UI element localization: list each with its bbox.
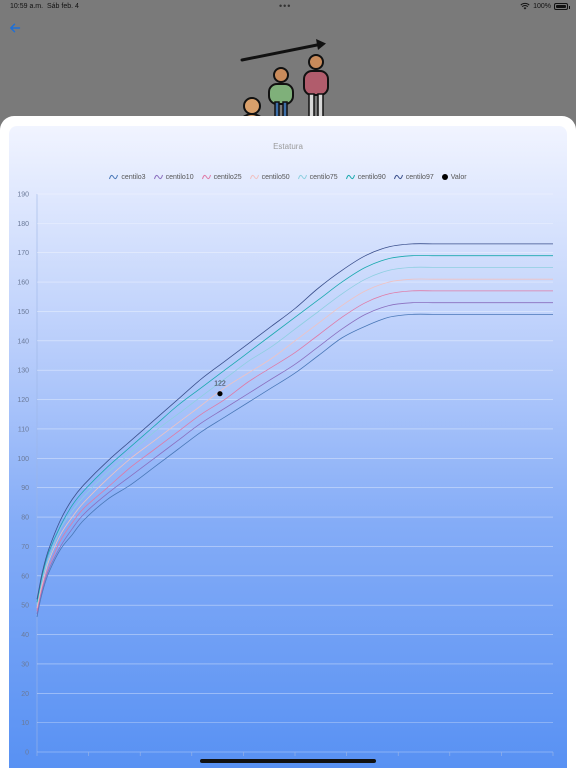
y-tick-label-16: 160 — [17, 280, 29, 287]
y-tick-label-4: 40 — [21, 632, 29, 639]
y-tick-label-10: 100 — [17, 456, 29, 463]
series-line-centilo25 — [36, 290, 553, 612]
y-tick-label-14: 140 — [17, 338, 29, 345]
y-tick-label-2: 20 — [21, 691, 29, 698]
battery-percent: 100% — [533, 2, 551, 10]
legend-item-valor[interactable]: Valor — [441, 173, 467, 181]
y-tick-label-13: 130 — [17, 368, 29, 375]
line-series-icon — [345, 174, 355, 180]
legend-item-centilo3[interactable]: centilo3 — [109, 173, 146, 181]
children-growth-illustration-icon — [240, 39, 329, 118]
y-tick-label-17: 170 — [17, 250, 29, 257]
wifi-icon — [520, 2, 530, 10]
chart-panel: Estatura centilo3 centilo10 centilo25 centi… — [9, 126, 567, 768]
series-line-centilo90 — [36, 255, 553, 603]
line-series-icon — [201, 174, 211, 180]
status-bar: 10:59 a.m. Sáb feb. 4 ••• 100% — [0, 0, 576, 14]
growth-chart: 0 10 20 30 40 50 60 70 80 90 100 110 120 130 140 150 160… — [17, 192, 554, 757]
series-line-centilo75 — [36, 266, 553, 606]
legend-item-centilo75[interactable]: centilo75 — [297, 173, 338, 181]
legend-item-centilo90[interactable]: centilo90 — [345, 173, 386, 181]
y-tick-label-7: 70 — [21, 544, 29, 551]
y-tick-label-11: 110 — [18, 426, 29, 433]
legend-label: centilo10 — [165, 173, 194, 181]
y-tick-label-8: 80 — [21, 515, 29, 522]
chart-legend: centilo3 centilo10 centilo25 centilo50 centi… — [9, 173, 567, 181]
y-tick-label-12: 120 — [17, 397, 29, 404]
y-tick-label-18: 180 — [17, 221, 29, 228]
line-series-icon — [393, 174, 403, 180]
legend-label: centilo25 — [213, 173, 242, 181]
chart-sheet: Estatura centilo3 centilo10 centilo25 centi… — [0, 116, 576, 768]
value-point-label: 122 — [214, 381, 226, 388]
legend-item-centilo50[interactable]: centilo50 — [249, 173, 290, 181]
series-line-centilo97 — [36, 243, 553, 600]
legend-item-centilo10[interactable]: centilo10 — [153, 173, 194, 181]
y-tick-label-6: 60 — [21, 573, 29, 580]
line-series-icon — [249, 174, 259, 180]
legend-label: centilo3 — [121, 173, 146, 181]
chart-title: Estatura — [273, 142, 303, 151]
dot-icon — [441, 174, 448, 180]
status-time-date: 10:59 a.m. Sáb feb. 4 — [10, 3, 79, 10]
y-tick-label-5: 50 — [21, 603, 29, 610]
battery-icon — [554, 2, 570, 10]
arrow-left-icon — [10, 23, 21, 33]
y-tick-label-3: 30 — [21, 661, 29, 668]
y-tick-label-15: 150 — [17, 309, 29, 316]
legend-label: Valor — [450, 173, 467, 181]
series-line-centilo3 — [36, 313, 553, 617]
legend-item-centilo25[interactable]: centilo25 — [201, 173, 242, 181]
legend-label: centilo50 — [261, 173, 290, 181]
y-tick-label-9: 90 — [21, 485, 29, 492]
y-tick-label-19: 190 — [17, 192, 29, 199]
legend-label: centilo75 — [309, 173, 338, 181]
multitask-dots-icon[interactable]: ••• — [279, 1, 292, 11]
home-indicator — [200, 759, 376, 763]
value-point — [217, 391, 223, 397]
series-line-centilo50 — [36, 278, 553, 609]
series-line-centilo10 — [36, 302, 553, 615]
line-series-icon — [297, 174, 307, 180]
line-series-icon — [153, 174, 163, 180]
line-series-icon — [109, 174, 119, 180]
legend-label: centilo90 — [357, 173, 386, 181]
legend-label: centilo97 — [405, 173, 434, 181]
y-tick-label-0: 0 — [25, 750, 29, 757]
status-right-cluster: 100% — [520, 2, 570, 10]
y-tick-label-1: 10 — [21, 720, 29, 727]
back-button[interactable] — [9, 22, 23, 36]
legend-item-centilo97[interactable]: centilo97 — [393, 173, 434, 181]
